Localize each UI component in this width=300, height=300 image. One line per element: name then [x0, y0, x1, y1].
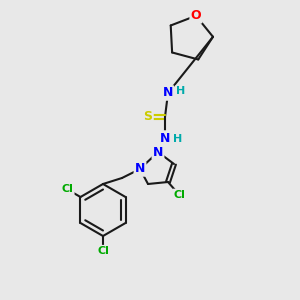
- Text: N: N: [163, 86, 173, 100]
- Text: N: N: [153, 146, 163, 158]
- Text: Cl: Cl: [97, 246, 109, 256]
- Text: S: S: [143, 110, 152, 124]
- Text: N: N: [160, 131, 170, 145]
- Text: H: H: [173, 134, 183, 144]
- Text: H: H: [176, 86, 186, 96]
- Text: Cl: Cl: [173, 190, 185, 200]
- Text: O: O: [190, 9, 201, 22]
- Text: N: N: [135, 163, 145, 176]
- Text: Cl: Cl: [61, 184, 74, 194]
